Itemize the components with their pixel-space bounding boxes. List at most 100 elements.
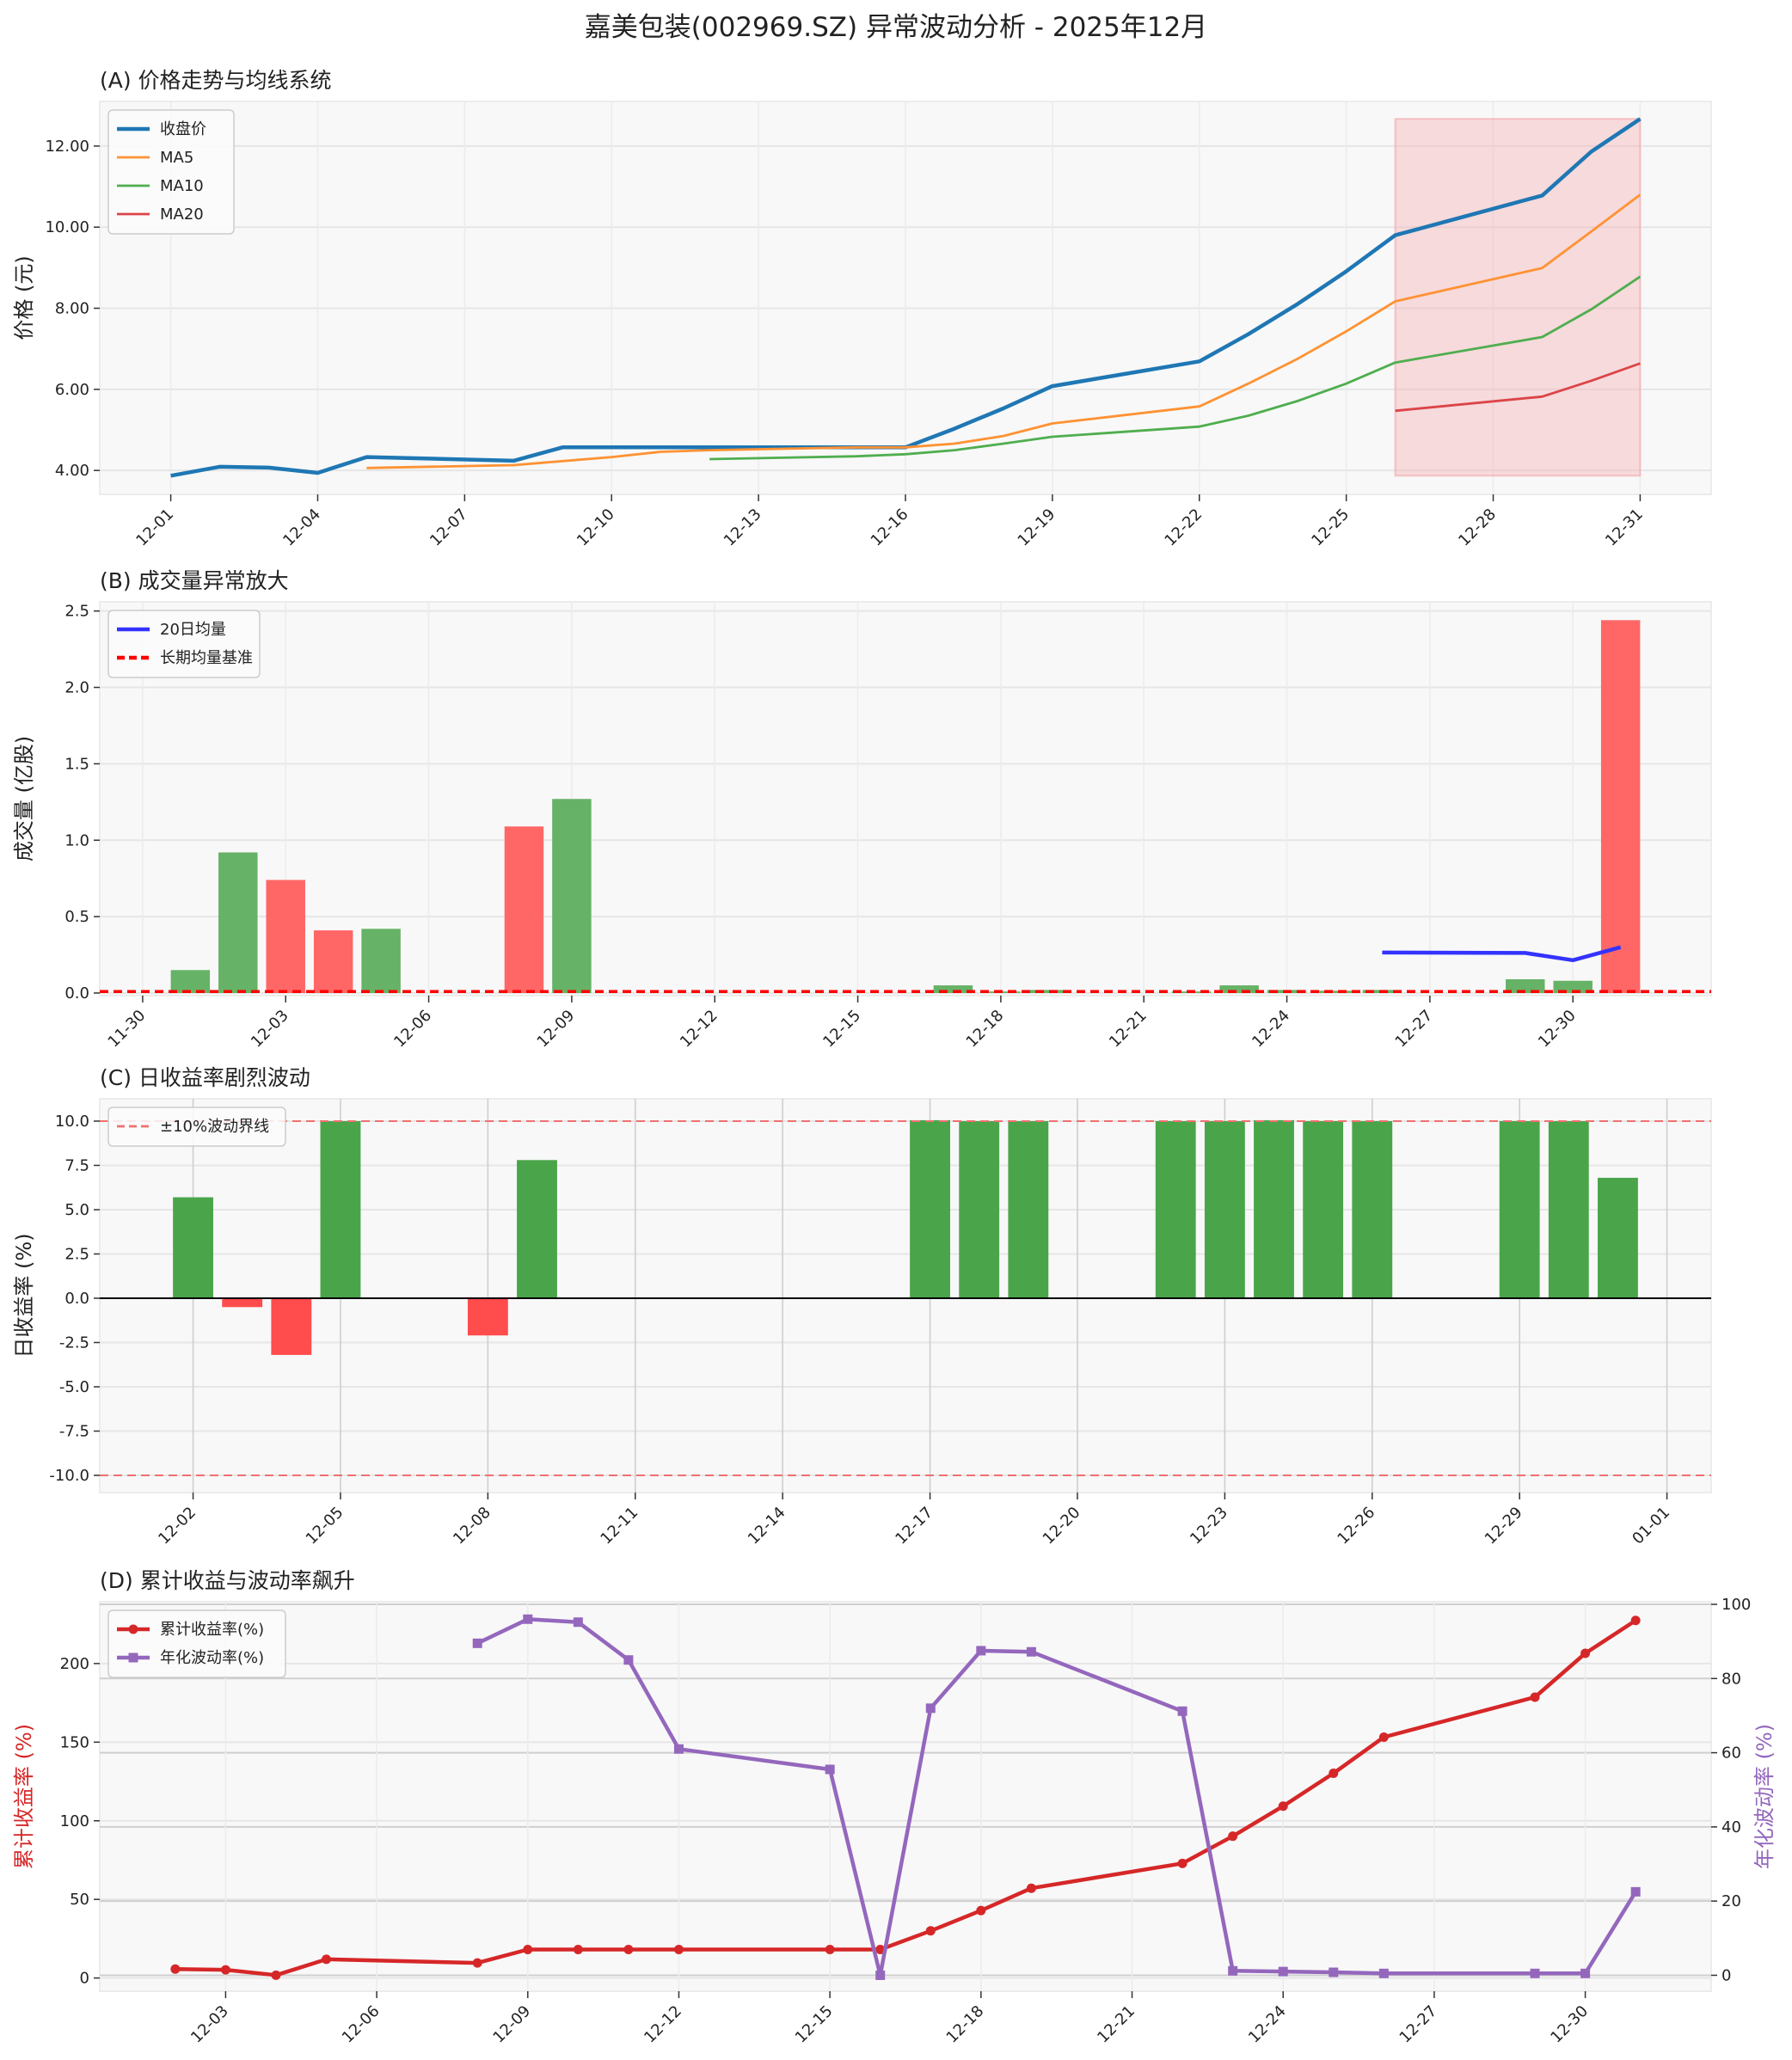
legend-label: MA20 [160,205,204,224]
panel-title: (C) 日收益率剧烈波动 [100,1065,310,1090]
bar-12-03 [222,1297,263,1308]
data-point-12-22 [1177,1858,1188,1868]
panel-d: (D) 累计收益与波动率飙升 0 50 100 150 200 0 20 40 60 80 100 12… [12,1568,1777,2047]
legend-box [107,109,235,235]
x-tick-label: 12-14 [745,1504,789,1548]
legend-label: 收盘价 [160,120,206,138]
series-line-MA20 [1395,362,1641,413]
x-tick-label: 12-15 [792,2002,837,2047]
panel-a: (A) 价格走势与均线系统 4.00 6.00 8.00 10.00 12.00 12-01… [12,68,1712,550]
legend-box [107,1107,286,1147]
y-axis-label: 日收益率 (%) [12,1233,36,1358]
data-point-12-25 [1329,1967,1339,1977]
bar-12-05 [320,1120,361,1298]
x-tick-label: 01-01 [1629,1504,1673,1548]
legend: 收盘价 MA5 MA10 MA20 [107,109,235,235]
y-tick-label: 0.0 [64,984,89,1002]
data-point-12-11 [623,1945,634,1955]
series-line-年化波动率(%) [476,1617,1638,1977]
y-right-tick-label: 20 [1721,1892,1741,1910]
series-line-MA10 [709,275,1642,461]
x-tick-label: 12-26 [1334,1504,1378,1548]
data-point-12-03 [220,1965,230,1975]
bar-12-03 [266,880,305,993]
legend-label: 累计收益率(%) [160,1621,264,1639]
bar-12-24 [1254,1119,1294,1298]
bar-12-17 [910,1119,950,1298]
x-tick-label: 12-18 [943,2002,988,2047]
y-tick-label: 50 [70,1891,89,1909]
data-point-12-11 [623,1655,634,1665]
panel-b: (B) 成交量异常放大 0.0 0.5 1.0 1.5 2.0 2.5 11-30 12-03 1… [12,568,1712,1051]
bar-12-29 [1506,978,1545,993]
y-tick-label: 5.0 [64,1201,89,1219]
series-line-累计收益率(%) [175,1618,1637,1977]
data-point-12-17 [925,1703,936,1714]
x-tick-label: 12-20 [1040,1504,1084,1548]
legend: ±10%波动界线 [107,1107,286,1147]
legend-label: ±10%波动界线 [160,1118,269,1136]
y-right-tick-label: 0 [1721,1966,1731,1984]
bar-12-25 [1303,1120,1344,1298]
x-tick-label: 12-08 [450,1504,494,1548]
x-tick-label: 12-07 [427,506,471,550]
data-point-12-16 [875,1970,886,1980]
x-tick-label: 12-13 [721,506,765,550]
panel-title: (B) 成交量异常放大 [100,568,289,593]
y-tick-label: 7.5 [64,1156,89,1174]
y-axis-label: 累计收益率 (%) [12,1724,36,1869]
data-point-12-31 [1630,1886,1641,1897]
bar-12-09 [552,799,592,993]
x-tick-label: 12-09 [534,1007,579,1051]
bar-12-19 [1028,990,1069,993]
data-point-12-19 [1026,1646,1036,1657]
x-tick-label: 12-21 [1106,1007,1151,1051]
x-tick-label: 12-27 [1396,2002,1441,2047]
x-tick-label: 12-06 [390,1007,435,1051]
data-point-12-18 [976,1646,986,1656]
series-line-MA5 [366,193,1642,469]
bar-12-18 [959,1120,1000,1298]
legend-label: 年化波动率(%) [160,1649,264,1667]
data-point-12-16 [875,1945,886,1955]
series-line-20日均量 [1382,945,1622,963]
legend-box [107,610,261,678]
y-tick-label: 2.0 [64,679,89,697]
plot-area [99,1098,1712,1493]
y-right-tick-label: 60 [1721,1744,1741,1763]
y-tick-label: 2.5 [64,603,89,621]
y-tick-label: 6.00 [55,381,89,399]
bar-12-08 [467,1297,508,1336]
bar-12-02 [218,852,258,993]
panel-title: (D) 累计收益与波动率飙升 [100,1568,355,1593]
x-tick-label: 12-29 [1482,1504,1526,1548]
data-point-12-08 [472,1638,482,1648]
y-tick-label: 10.00 [45,218,89,236]
y-tick-label: 0.0 [64,1290,89,1308]
data-point-12-26 [1378,1968,1389,1978]
bar-12-04 [271,1297,312,1355]
x-tick-label: 12-10 [574,506,618,550]
bar-12-02 [173,1197,213,1298]
data-point-12-09 [523,1945,533,1955]
data-point-12-23 [1228,1831,1238,1842]
x-tick-label: 12-17 [892,1504,936,1548]
y-right-tick-label: 40 [1721,1818,1741,1836]
legend-label: 20日均量 [160,621,226,639]
x-tick-label: 12-30 [1535,1007,1580,1051]
data-point-12-22 [1177,1706,1188,1716]
x-tick-label: 12-24 [1249,1007,1293,1051]
legend: 累计收益率(%) 年化波动率(%) [107,1609,286,1678]
data-point-12-12 [673,1744,684,1754]
x-tick-label: 12-18 [963,1007,1008,1051]
x-tick-label: 12-03 [248,1007,292,1051]
x-tick-label: 12-19 [1015,506,1059,550]
x-tick-label: 12-15 [819,1007,864,1051]
bar-12-23 [1219,985,1259,993]
x-tick-label: 12-12 [641,2002,685,2047]
data-point-12-08 [472,1958,482,1968]
bar-12-26 [1352,1120,1393,1298]
data-point-12-26 [1378,1732,1389,1742]
bar-12-04 [313,930,353,993]
